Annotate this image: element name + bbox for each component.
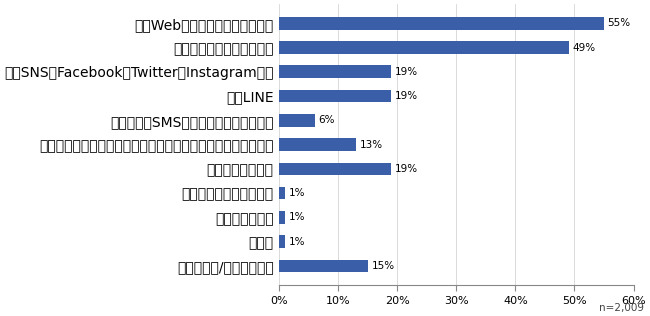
Bar (280, 65, 391, 78)
Bar (280, 114, 315, 127)
Text: 1%: 1% (289, 212, 305, 222)
Bar (280, 187, 285, 199)
Bar (280, 90, 391, 102)
Text: 15%: 15% (371, 261, 395, 271)
Text: 19%: 19% (395, 91, 418, 101)
Bar (280, 41, 569, 54)
Bar (280, 211, 285, 224)
Bar (280, 17, 604, 30)
Text: 49%: 49% (572, 43, 595, 52)
Text: 1%: 1% (289, 237, 305, 247)
Text: 1%: 1% (289, 188, 305, 198)
Text: 19%: 19% (395, 164, 418, 174)
Bar (280, 260, 368, 272)
Bar (280, 163, 391, 175)
Bar (280, 138, 356, 151)
Text: 13%: 13% (359, 140, 383, 150)
Bar (280, 235, 285, 248)
Text: 6%: 6% (318, 115, 335, 125)
Text: 55%: 55% (608, 18, 630, 28)
Text: 19%: 19% (395, 67, 418, 77)
Text: n=2,009: n=2,009 (599, 303, 644, 313)
